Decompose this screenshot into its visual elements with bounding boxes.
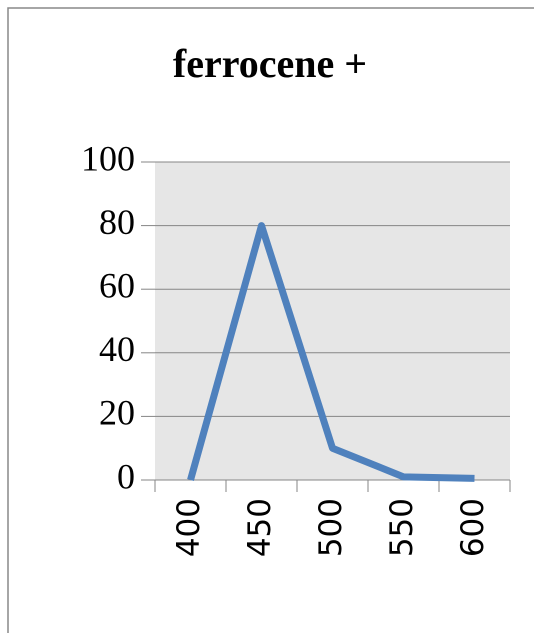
x-tick-label: 500	[313, 498, 349, 557]
plot-area	[155, 162, 510, 480]
x-tick-label: 400	[171, 498, 207, 557]
line-series	[187, 222, 475, 482]
y-tick-label: 40	[99, 329, 135, 369]
x-tick-label: 550	[384, 498, 420, 557]
x-tick-label: 450	[242, 498, 278, 557]
y-tick-label: 60	[99, 265, 135, 305]
y-tick-label: 80	[99, 202, 135, 242]
y-tick-label: 0	[117, 456, 135, 496]
y-tick-label: 20	[99, 393, 135, 433]
y-tick-label: 100	[81, 138, 135, 178]
chart-title: ferrocene +	[173, 41, 367, 86]
x-tick-label: 600	[455, 498, 491, 557]
